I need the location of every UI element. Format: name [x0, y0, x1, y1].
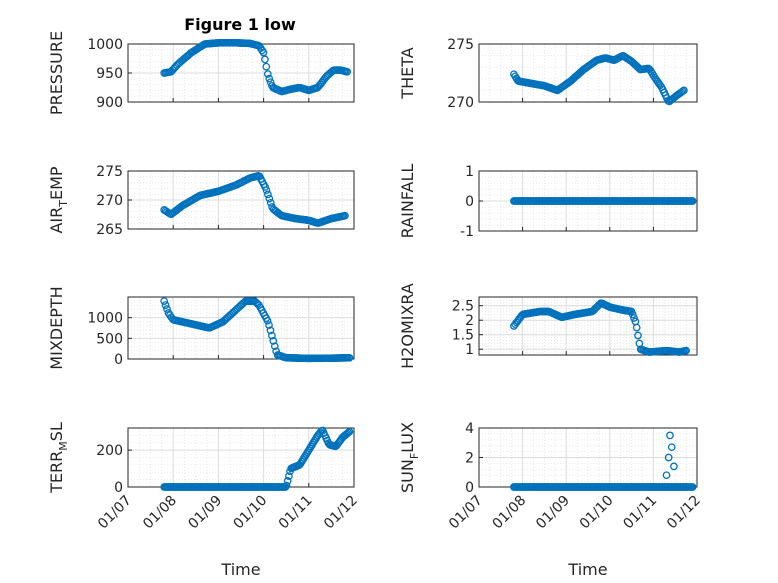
data-point: [259, 48, 268, 57]
y-axis-label: MIXDEPTH: [47, 286, 66, 369]
y-tick-label: 0: [465, 480, 474, 496]
y-tick-label: 950: [96, 66, 123, 82]
panel-terr-msl: 0 200 01/07 01/08 01/09 01/10 01/11 01/12 Time TE…: [47, 422, 361, 579]
y-axis-label: RAINFALL: [398, 164, 417, 239]
data-point: [160, 297, 169, 305]
data-point: [266, 326, 275, 335]
data-point: [688, 197, 697, 205]
x-tick-label: 01/08: [140, 493, 180, 533]
panel-mixdepth: 0 500 1000 MIXDEPTH: [47, 286, 355, 370]
data-point: [630, 314, 638, 322]
data-point: [666, 431, 674, 440]
data-point: [632, 323, 641, 332]
data-point: [282, 481, 291, 490]
data-point: [270, 342, 279, 351]
y-tick-label: 0: [465, 194, 474, 210]
x-tick-label: 01/08: [490, 493, 530, 533]
y-tick-label: 500: [96, 331, 123, 347]
x-tick-label: 01/07: [95, 493, 135, 533]
data-point: [262, 186, 271, 195]
x-tick-label: 01/12: [321, 493, 361, 533]
y-tick-label: 2: [465, 313, 474, 329]
data-point: [265, 194, 274, 203]
data-point: [163, 305, 171, 313]
data-point: [688, 483, 697, 491]
y-tick-label: 0: [114, 480, 123, 496]
y-tick-label: 270: [96, 193, 123, 209]
data-point: [680, 86, 688, 95]
x-tick-label: 01/09: [533, 493, 573, 533]
x-tick-label: 01/10: [231, 493, 271, 533]
x-tick-label: 01/12: [664, 493, 704, 533]
data-point: [266, 198, 275, 207]
y-tick-label: 1.5: [452, 328, 474, 344]
y-tick-label: 1000: [87, 311, 123, 327]
x-tick-label: 01/10: [577, 493, 617, 533]
y-tick-label: 1: [465, 342, 474, 358]
data-point: [263, 70, 272, 78]
panel-rainfall: -1 0 1 RAINFALL: [398, 164, 698, 240]
axes-box: [478, 43, 698, 103]
data-point: [344, 428, 353, 437]
panel-air-temp: 265 270 275 AIRTEMP: [47, 164, 355, 238]
data-point: [263, 316, 272, 325]
y-axis-label: PRESSURE: [47, 31, 66, 115]
data-point: [283, 477, 292, 485]
y-tick-label: 265: [96, 222, 123, 238]
axes-box: [478, 296, 698, 356]
y-axis-label: SUNFLUX: [398, 422, 421, 493]
y-tick-label: 1000: [87, 37, 123, 53]
y-tick-label: -1: [460, 224, 474, 240]
data-point: [269, 337, 278, 345]
x-axis-label: Time: [220, 560, 260, 579]
data-point: [345, 353, 354, 362]
data-point: [670, 462, 678, 471]
axes-box: [127, 296, 355, 360]
y-axis-label: AIRTEMP: [47, 166, 70, 233]
data-point: [285, 472, 293, 480]
data-point: [634, 331, 642, 340]
x-tick-label: 01/07: [446, 493, 486, 533]
data-point: [262, 62, 271, 71]
x-axis-label: Time: [567, 560, 607, 579]
y-axis-label: THETA: [398, 47, 417, 99]
data-point: [268, 331, 276, 340]
data-point: [682, 346, 690, 355]
panel-theta: 270 275 THETA: [398, 37, 698, 111]
data-point: [261, 55, 269, 64]
panel-sun-flux: 0 2 4 01/07 01/08 01/09 01/10 01/11 01/12 Time SUN…: [398, 421, 704, 579]
y-tick-label: 1: [465, 164, 474, 180]
data-point: [265, 321, 273, 329]
panel-pressure: 900 950 1000 PRESSURE: [47, 31, 355, 115]
y-tick-label: 275: [447, 37, 474, 53]
data-point: [664, 453, 673, 462]
y-tick-label: 2: [465, 451, 474, 467]
y-tick-label: 270: [447, 95, 474, 111]
y-axis-label: H2OMIXRA: [398, 283, 417, 369]
x-tick-label: 01/09: [185, 493, 225, 533]
data-point: [678, 87, 687, 96]
data-point: [341, 211, 349, 220]
x-tick-label: 01/11: [276, 493, 316, 533]
data-point: [265, 74, 274, 83]
panel-h2omixra: 11.522.5 H2OMIXRA: [398, 283, 698, 369]
data-point: [667, 443, 676, 452]
x-tick-label: 01/11: [620, 493, 660, 533]
figure-title: Figure 1 low: [184, 15, 296, 34]
y-axis-label: TERRMSL: [47, 422, 70, 494]
data-point: [662, 471, 671, 480]
y-tick-label: 275: [96, 164, 123, 180]
y-tick-label: 900: [96, 95, 123, 111]
data-point: [343, 67, 352, 76]
data-point: [628, 310, 637, 319]
y-tick-label: 4: [465, 421, 474, 437]
data-point: [161, 301, 170, 309]
data-point: [345, 427, 354, 436]
y-tick-label: 2.5: [452, 299, 474, 315]
y-tick-label: 0: [114, 352, 123, 368]
y-tick-label: 200: [96, 443, 123, 459]
data-point: [264, 190, 272, 199]
